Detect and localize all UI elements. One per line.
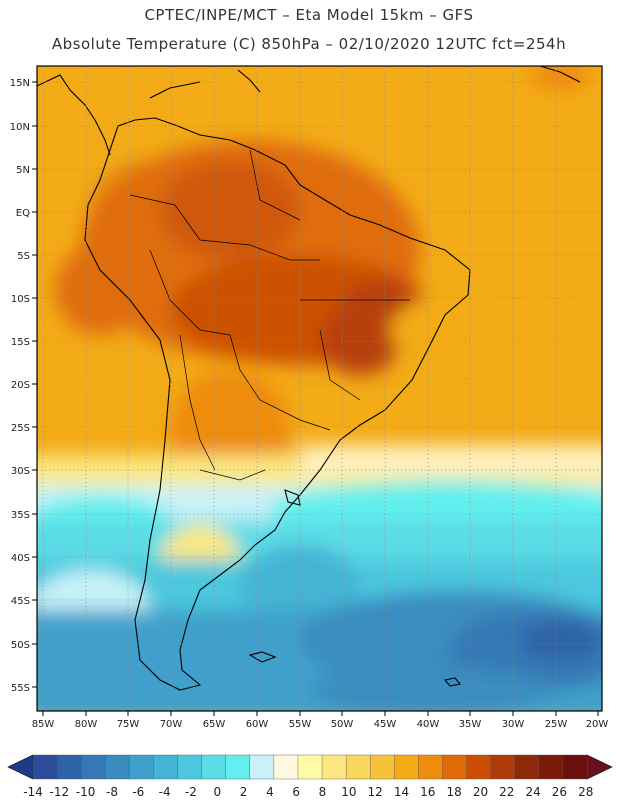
lat-label: 10S [11,294,30,305]
lat-label: 15S [11,337,30,348]
lon-label: 30W [502,719,525,730]
colorbar-tick-label: -14 [23,785,43,799]
colorbar-box [418,754,443,780]
colorbar-box [105,754,130,780]
colorbar-tick-label: 14 [394,785,409,799]
colorbar-underflow-triangle [7,754,34,780]
map-title-line-2: Absolute Temperature (C) 850hPa – 02/10/… [51,35,567,53]
lon-label: 80W [75,719,98,730]
lat-label: 55S [11,683,30,694]
lon-label: 25W [545,719,568,730]
colorbar-tick-label: 8 [319,785,327,799]
coastlines [37,66,581,691]
lon-label: 20W [586,719,609,730]
lat-label: 40S [11,553,30,564]
colorbar-box [394,754,419,780]
colorbar-box [538,754,564,780]
colorbar-tick-label: 26 [552,785,567,799]
colorbar-box [153,754,179,780]
lon-label: 75W [117,719,140,730]
colorbar-box [442,754,468,780]
lon-label: 55W [289,719,312,730]
colorbar-box [321,754,347,780]
colorbar-box [201,754,227,780]
map-frame-border [36,65,603,712]
colorbar-box [514,754,540,780]
colorbar-box [490,754,516,780]
colorbar-tick-label: -4 [159,785,171,799]
colorbar: -14 -12 -10 -8 -6 -4 -2 0 2 4 6 8 10 12 … [7,754,613,799]
lat-label: 5N [16,165,30,176]
lon-label: 40W [417,719,440,730]
lon-label: 70W [160,719,183,730]
colorbar-box [32,754,58,780]
colorbar-tick-label: 10 [341,785,356,799]
colorbar-box [466,754,492,780]
lat-label: 25S [11,423,30,434]
lon-label: 65W [203,719,226,730]
colorbar-tick-label: 4 [266,785,274,799]
country-borders [129,149,410,481]
lat-label: 45S [11,596,30,607]
colorbar-box [129,754,154,780]
lat-label: 35S [11,510,30,521]
colorbar-box [273,754,299,780]
lat-label: 20S [11,380,30,391]
colorbar-tick-label: 12 [368,785,383,799]
lon-label: 50W [331,719,354,730]
lat-label: 50S [11,640,30,651]
colorbar-tick-label: 16 [420,785,435,799]
colorbar-box [297,754,323,780]
lat-label: 30S [11,466,30,477]
colorbar-overflow-triangle [586,754,613,780]
lon-label: 60W [246,719,269,730]
colorbar-tick-label: -10 [76,785,96,799]
lat-label: 10N [10,122,30,133]
colorbar-tick-label: -12 [49,785,69,799]
colorbar-box [56,754,82,780]
lat-label: 15N [10,78,30,89]
colorbar-tick-label: 28 [578,785,593,799]
map-title-line-1: CPTEC/INPE/MCT – Eta Model 15km – GFS [144,6,474,24]
colorbar-tick-label: 20 [473,785,488,799]
lat-label: EQ [16,208,30,219]
colorbar-box [562,754,588,780]
colorbar-tick-label: 18 [447,785,462,799]
colorbar-tick-label: 2 [240,785,248,799]
colorbar-tick-label: 6 [292,785,300,799]
colorbar-box [345,754,371,780]
colorbar-tick-label: 24 [525,785,540,799]
axis-ticks [32,81,599,716]
lon-label: 35W [459,719,482,730]
colorbar-box [370,754,395,780]
colorbar-box [225,754,251,780]
lon-label: 45W [374,719,397,730]
colorbar-boxes [32,754,588,780]
lat-label: 5S [17,251,30,262]
lon-label: 85W [32,719,55,730]
temperature-field [37,66,602,711]
colorbar-box [249,754,275,780]
colorbar-tick-label: -6 [132,785,144,799]
colorbar-tick-label: -8 [106,785,118,799]
colorbar-tick-label: 0 [213,785,221,799]
colorbar-box [177,754,203,780]
colorbar-tick-label: -2 [185,785,197,799]
colorbar-tick-label: 22 [499,785,514,799]
colorbar-box [80,754,106,780]
